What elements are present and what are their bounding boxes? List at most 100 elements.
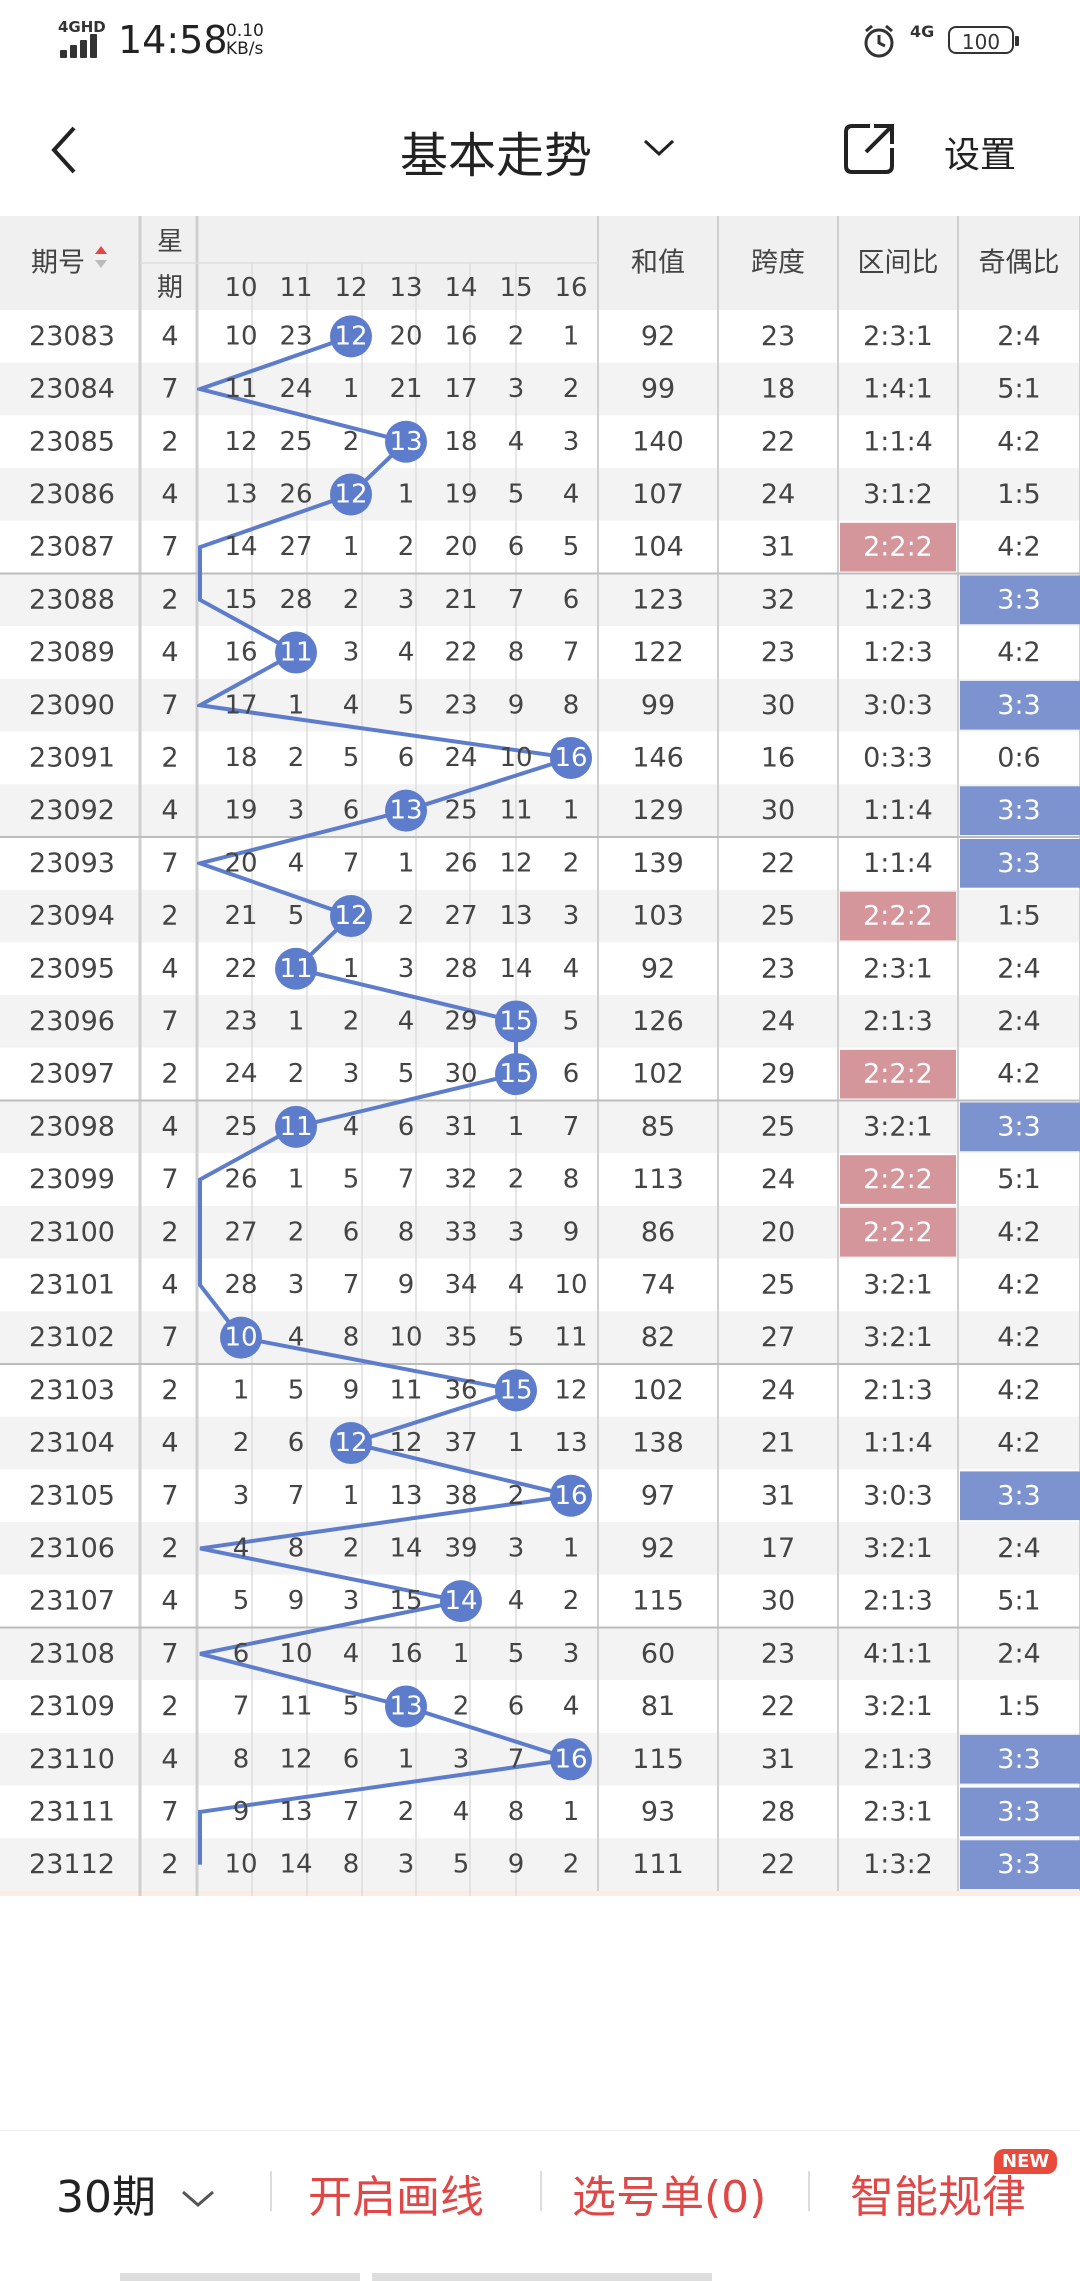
number-cell: 23 — [224, 1006, 257, 1036]
week-cell: 4 — [161, 637, 178, 668]
number-cell: 2 — [343, 585, 360, 615]
number-cell: 3 — [398, 585, 415, 615]
hit-ball-number: 13 — [389, 1692, 422, 1722]
number-cell: 7 — [398, 1165, 415, 1195]
issue-cell: 23104 — [29, 1428, 115, 1459]
table-row — [0, 1364, 1080, 1417]
sum-cell: 115 — [632, 1586, 684, 1617]
issue-cell: 23093 — [29, 848, 115, 879]
page-title[interactable]: 基本走势 — [400, 128, 593, 184]
number-cell: 27 — [224, 1217, 257, 1247]
number-cell: 7 — [508, 585, 525, 615]
week-cell: 4 — [161, 1744, 178, 1775]
number-cell: 3 — [288, 796, 305, 826]
table-row — [0, 942, 1080, 996]
number-cell: 28 — [224, 1270, 257, 1300]
zone-cell: 1:2:3 — [863, 584, 933, 615]
table-row — [0, 784, 1080, 837]
draw-line-button[interactable]: 开启画线 — [308, 2172, 484, 2223]
parity-highlight — [960, 1102, 1080, 1152]
parity-cell: 1:5 — [997, 479, 1040, 510]
alarm-icon — [864, 24, 894, 58]
zone-cell: 1:1:4 — [863, 1428, 933, 1459]
number-cell: 1 — [398, 848, 415, 878]
number-cell: 22 — [224, 954, 257, 984]
number-cell: 5 — [343, 1165, 360, 1195]
number-cell: 21 — [389, 374, 422, 404]
number-cell: 11 — [389, 1375, 422, 1405]
scroll-handle[interactable] — [120, 2273, 360, 2281]
number-cell: 12 — [224, 427, 257, 457]
number-cell: 14 — [499, 954, 532, 984]
period-selector[interactable]: 30期 — [56, 2172, 156, 2223]
table-row — [0, 310, 1080, 363]
clock: 14:58 — [118, 18, 228, 62]
number-cell: 1 — [563, 321, 580, 351]
sum-cell: 60 — [641, 1638, 675, 1669]
week-cell: 2 — [161, 742, 178, 773]
sum-cell: 81 — [641, 1691, 675, 1722]
number-cell: 10 — [224, 321, 257, 351]
number-cell: 2 — [343, 1533, 360, 1563]
number-cell: 13 — [499, 901, 532, 931]
number-cell: 11 — [554, 1323, 587, 1353]
back-icon[interactable] — [40, 120, 100, 180]
number-cell: 7 — [343, 1797, 360, 1827]
hit-ball-number: 16 — [554, 1744, 587, 1774]
week-cell: 4 — [161, 1269, 178, 1300]
parity-cell: 2:4 — [997, 1533, 1040, 1564]
number-cell: 3 — [508, 1217, 525, 1247]
share-icon[interactable] — [840, 118, 900, 178]
hit-ball-number: 12 — [334, 321, 367, 351]
settings-button[interactable]: 设置 — [944, 135, 1017, 176]
week-cell: 7 — [161, 1322, 178, 1353]
number-cell: 13 — [554, 1428, 587, 1458]
week-cell: 2 — [161, 1691, 178, 1722]
span-cell: 25 — [761, 1269, 795, 1300]
parity-cell: 2:4 — [997, 953, 1040, 984]
issue-cell: 23086 — [29, 479, 115, 510]
issue-cell: 23103 — [29, 1375, 115, 1406]
number-cell: 26 — [444, 848, 477, 878]
number-cell: 2 — [508, 321, 525, 351]
week-cell: 7 — [161, 532, 178, 563]
number-cell: 33 — [444, 1217, 477, 1247]
number-cell: 7 — [563, 638, 580, 668]
number-cell: 15 — [389, 1586, 422, 1616]
divider — [808, 2171, 810, 2211]
network-4g: 4G — [910, 22, 935, 41]
number-cell: 4 — [233, 1533, 250, 1563]
network-speed: 0.10 KB/s — [226, 21, 264, 59]
parity-cell: 3:3 — [997, 1744, 1040, 1775]
span-cell: 22 — [761, 426, 795, 457]
zone-cell: 3:2:1 — [863, 1111, 933, 1142]
table-row — [0, 468, 1080, 521]
col-week-header: 星 — [157, 227, 183, 257]
chevron-down-icon[interactable] — [180, 2189, 216, 2209]
parity-cell: 0:6 — [997, 742, 1040, 773]
sum-cell: 107 — [632, 479, 684, 510]
number-cell: 1 — [563, 1533, 580, 1563]
zone-cell: 2:2:2 — [863, 1059, 933, 1090]
zone-cell: 3:2:1 — [863, 1691, 933, 1722]
number-cell: 35 — [444, 1323, 477, 1353]
number-cell: 6 — [563, 1059, 580, 1089]
hit-ball-number: 15 — [499, 1059, 532, 1089]
number-cell: 38 — [444, 1481, 477, 1511]
number-cell: 2 — [398, 901, 415, 931]
number-cell: 31 — [444, 1112, 477, 1142]
hit-ball — [275, 631, 317, 674]
issue-cell: 23089 — [29, 637, 115, 668]
scroll-handle[interactable] — [372, 2273, 712, 2281]
week-cell: 2 — [161, 1849, 178, 1880]
selection-list-button[interactable]: 选号单(0) — [572, 2172, 767, 2223]
issue-cell: 23090 — [29, 690, 115, 721]
number-cell: 6 — [508, 532, 525, 562]
span-cell: 30 — [761, 690, 795, 721]
number-cell: 16 — [444, 321, 477, 351]
divider — [270, 2171, 272, 2211]
span-cell: 23 — [761, 1638, 795, 1669]
chevron-down-icon[interactable] — [642, 138, 676, 158]
smart-rules-button[interactable]: 智能规律 — [850, 2172, 1026, 2223]
number-cell: 19 — [224, 796, 257, 826]
